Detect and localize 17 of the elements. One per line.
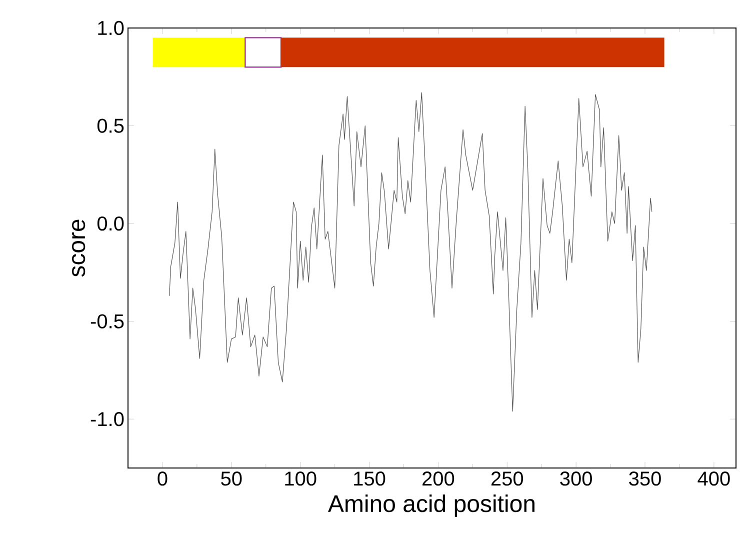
x-tick-label: 300 [560, 472, 592, 486]
y-tick-label: 1.0 [98, 20, 124, 36]
x-tick-label: 50 [221, 472, 242, 486]
x-tick-label: 150 [354, 472, 386, 486]
y-tick-label: 0.5 [97, 118, 124, 133]
y-tick-label: 0.0 [97, 216, 124, 231]
x-tick-label: 0 [158, 472, 168, 486]
x-axis-title: Amino acid position [328, 494, 534, 517]
x-tick-label: 350 [629, 472, 661, 486]
x-tick-label: 400 [698, 472, 730, 486]
y-tick-label: -1.0 [90, 412, 124, 426]
x-tick-label: 250 [491, 472, 524, 486]
y-tick-label: -0.5 [90, 314, 124, 328]
x-tick-label: 100 [285, 472, 316, 486]
line-series [169, 92, 652, 412]
x-tick-label: 200 [422, 472, 454, 486]
y-axis-title: score [72, 220, 86, 277]
